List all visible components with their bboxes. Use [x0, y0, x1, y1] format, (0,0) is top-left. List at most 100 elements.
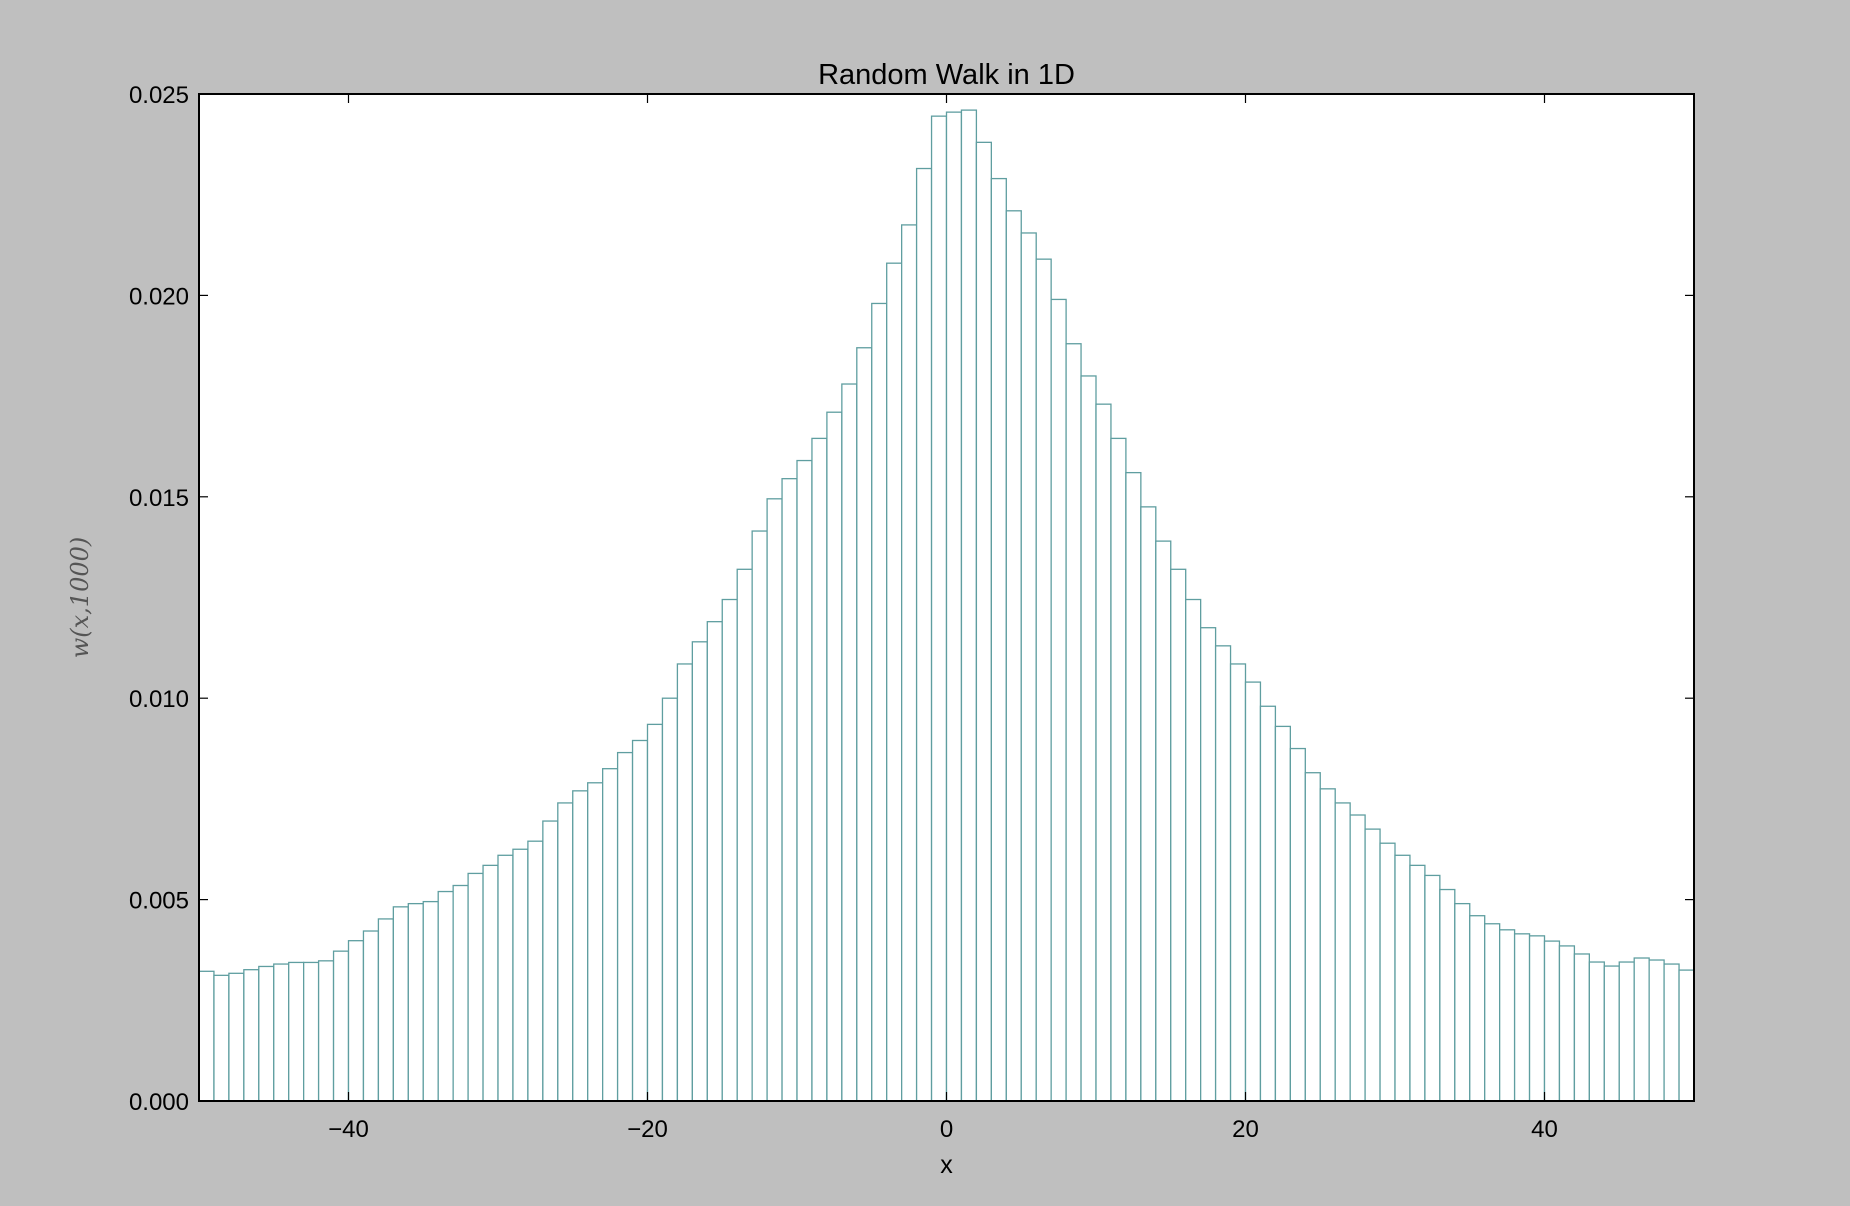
histogram-bar [1648, 959, 1665, 1102]
histogram-bar [1304, 772, 1321, 1102]
y-tick-label: 0.015 [129, 485, 189, 512]
histogram-bar [422, 900, 439, 1102]
histogram-bar [587, 782, 604, 1102]
histogram-bar [1200, 627, 1217, 1102]
histogram-bar [1439, 888, 1456, 1102]
histogram-bar [1394, 854, 1411, 1102]
histogram-bar [841, 383, 858, 1102]
histogram-bar [826, 411, 843, 1102]
histogram-bar [1484, 923, 1501, 1102]
histogram-bar [1289, 747, 1306, 1102]
histogram-bar [646, 723, 664, 1102]
histogram-bar [1513, 933, 1531, 1102]
ticks-group: −40 −20 0 20 40 0.000 0.005 0.010 0.015 0.020 0.02… [129, 82, 1694, 1143]
histogram-bar [1334, 802, 1351, 1102]
histogram-bar [1558, 945, 1576, 1102]
histogram-bar [1633, 957, 1650, 1102]
histogram-bar [975, 141, 993, 1102]
histogram-bar [886, 262, 903, 1102]
histogram-bar [1663, 963, 1680, 1102]
histogram-bar [258, 965, 275, 1102]
histogram-bar [288, 961, 305, 1102]
x-tick-label: 20 [1232, 1116, 1259, 1143]
histogram-bar [871, 302, 888, 1102]
histogram-bar [1618, 961, 1635, 1102]
histogram-bar [1588, 961, 1605, 1102]
histogram-bar [706, 621, 723, 1102]
histogram-bar [945, 111, 963, 1102]
histogram-bar [856, 347, 873, 1102]
x-tick-label: −20 [627, 1116, 668, 1143]
histogram-bar [1125, 471, 1142, 1102]
histogram-bar [691, 641, 708, 1102]
histogram-bar [1065, 343, 1082, 1102]
histogram-bar [1528, 935, 1546, 1102]
histogram-bar [766, 498, 783, 1102]
histogram-bar [661, 697, 679, 1102]
histogram-bar [407, 902, 424, 1102]
histogram-bar [751, 530, 768, 1102]
histogram-bar [1319, 788, 1336, 1102]
histogram-bar [1259, 705, 1277, 1102]
y-axis-label: w(x,1000) [66, 537, 94, 659]
x-tick-label: −40 [328, 1116, 369, 1143]
histogram-bar [1499, 929, 1516, 1102]
histogram-bar [1005, 210, 1022, 1102]
histogram-bar [1155, 540, 1172, 1102]
y-tick-label: 0.005 [129, 888, 189, 915]
histogram-bar [915, 167, 933, 1102]
histogram-bar [1469, 915, 1486, 1102]
histogram-bar [781, 478, 798, 1102]
histogram-bar [1140, 506, 1157, 1102]
histogram-bar [497, 854, 514, 1102]
histogram-bar [572, 790, 589, 1102]
histogram-bar [901, 224, 918, 1102]
histogram-bar [377, 918, 394, 1102]
x-tick-label: 0 [940, 1116, 953, 1143]
histogram-bar [437, 890, 454, 1102]
histogram-bar [1454, 902, 1471, 1102]
histogram-bar [228, 972, 245, 1102]
histogram-bar [198, 970, 215, 1102]
histogram-bar [1244, 681, 1262, 1102]
histogram-bar [557, 802, 574, 1102]
histogram-bar [1543, 940, 1561, 1102]
histogram-bar [302, 961, 320, 1102]
histogram-bar [452, 884, 469, 1102]
y-tick-label: 0.010 [129, 686, 189, 713]
y-tick-label: 0.025 [129, 82, 189, 109]
chart-title: Random Walk in 1D [818, 59, 1075, 91]
histogram-bar [616, 751, 634, 1102]
histogram-bar [332, 950, 350, 1102]
histogram-bar [273, 963, 290, 1102]
histogram-bar [213, 974, 230, 1102]
histogram-bar [1573, 953, 1591, 1102]
histogram-bar [1214, 645, 1232, 1102]
histogram-bar [1379, 842, 1396, 1102]
histogram-bar [542, 820, 559, 1102]
histogram-bar [960, 109, 978, 1102]
histogram-bar [1185, 598, 1202, 1102]
histogram-bar [602, 768, 619, 1102]
y-tick-label: 0.020 [129, 283, 189, 310]
histogram-bar [631, 739, 649, 1102]
histogram-bar [1364, 828, 1381, 1102]
histogram-bar [317, 960, 335, 1102]
histogram-bar [1020, 232, 1037, 1102]
histogram-bar [1050, 298, 1067, 1102]
histogram-bar [527, 840, 544, 1102]
histogram-bar [796, 459, 813, 1102]
histogram-bar [1170, 568, 1187, 1102]
histogram-bar [1229, 663, 1247, 1102]
y-tick-label: 0.000 [129, 1089, 189, 1116]
histogram-bar [482, 864, 499, 1102]
histogram-bar [1349, 814, 1366, 1102]
histogram-bar [1409, 864, 1426, 1102]
histogram-bar [467, 872, 484, 1102]
histogram-bar [1274, 725, 1292, 1102]
histogram-bar [676, 663, 694, 1102]
histogram-bar [243, 969, 260, 1102]
histogram-bar [721, 598, 738, 1102]
